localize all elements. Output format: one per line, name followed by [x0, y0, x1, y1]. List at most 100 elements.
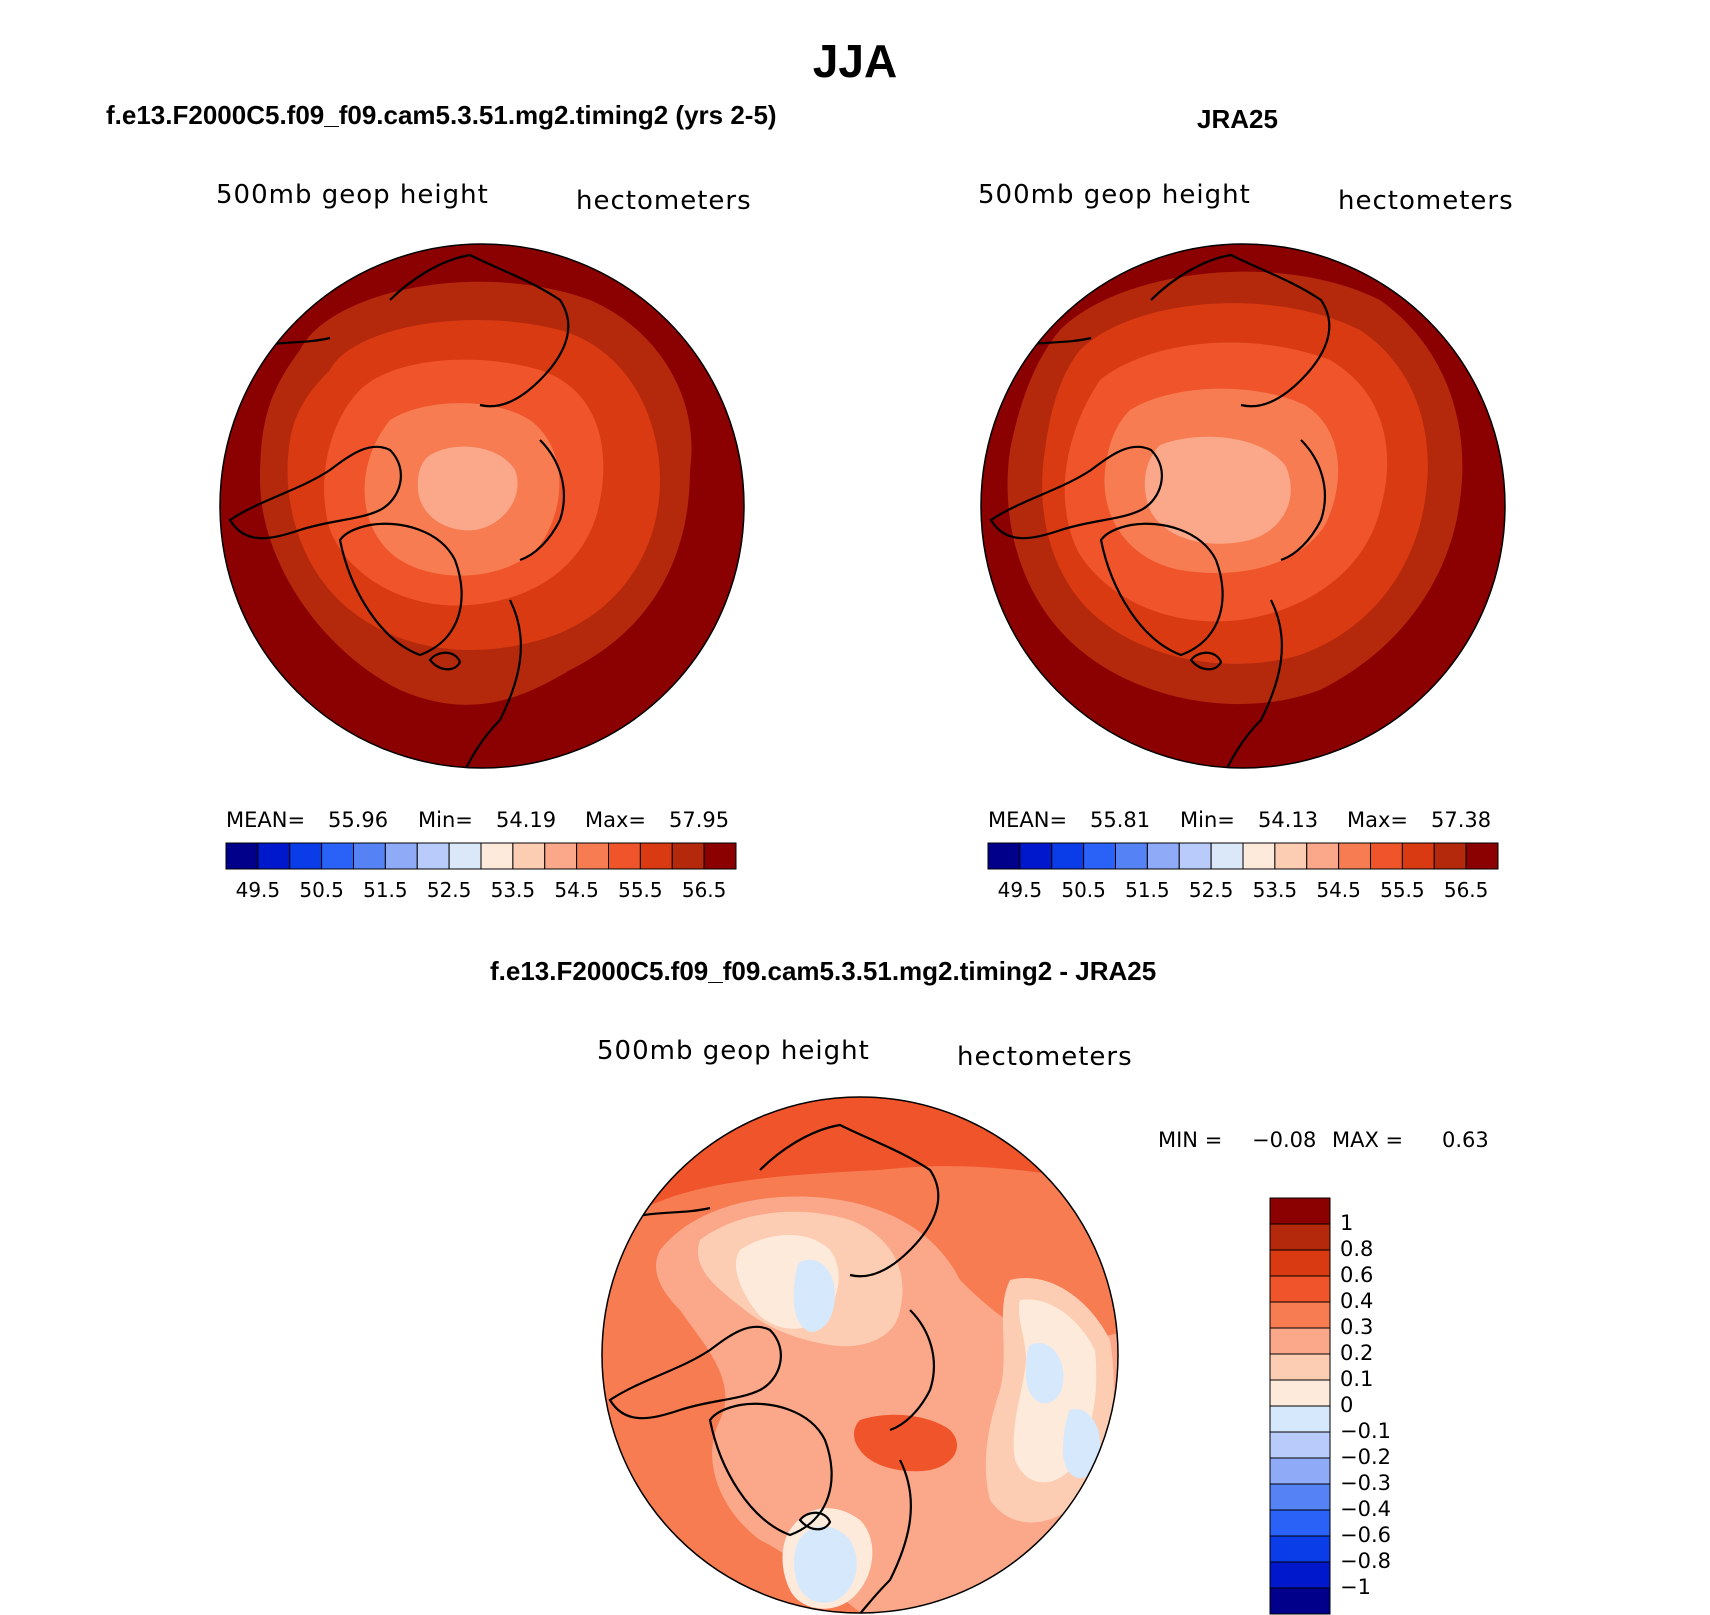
panel3-colorbar-swatch — [1269, 1587, 1331, 1615]
panel3-colorbar-swatch — [1269, 1197, 1331, 1225]
panel2-colorbar-swatch — [1306, 842, 1340, 870]
panel2-min-value: 54.13 — [1258, 808, 1319, 832]
panel2-colorbar — [987, 842, 1499, 870]
panel1-colorbar-swatch — [384, 842, 418, 870]
panel1-colorbar-tick-label: 49.5 — [235, 878, 281, 902]
panel3-colorbar-swatch — [1269, 1353, 1331, 1381]
panel1-colorbar-swatch — [321, 842, 354, 870]
panel2-band — [1144, 436, 1291, 544]
panel3-band — [793, 1259, 835, 1332]
panel1-colorbar — [225, 842, 737, 870]
panel3-colorbar-swatch — [1269, 1509, 1331, 1537]
panel3-colorbar-swatch — [1269, 1379, 1331, 1407]
panel2-variable: 500mb geop height — [978, 180, 1251, 210]
panel2-coastline — [1280, 439, 1326, 562]
panel3-band — [854, 1414, 958, 1472]
panel3-colorbar-tick-label: 0 — [1340, 1393, 1354, 1417]
panel1-colorbar-tick-label: 50.5 — [299, 878, 344, 902]
panel1-colorbar-swatch — [703, 842, 737, 870]
panel3-coastline — [889, 1309, 935, 1432]
panel2-colorbar-swatch — [987, 842, 1021, 870]
panel2-colorbar-ticks: 49.5 50.5 51.5 52.5 53.5 54.5 55.5 56.5 — [988, 878, 1498, 908]
panel3-colorbar-tick-label: −0.3 — [1340, 1471, 1391, 1495]
panel1-band — [417, 446, 518, 531]
panel3-colorbar-swatch — [1269, 1535, 1331, 1563]
panel2-colorbar-swatch — [1115, 842, 1148, 870]
panel3-colorbar — [1269, 1197, 1331, 1615]
panel1-colorbar-swatch — [512, 842, 546, 870]
panel3-colorbar-swatch — [1269, 1327, 1331, 1355]
panel1-colorbar-tick-label: 52.5 — [426, 878, 472, 902]
panel3-band — [1025, 1342, 1064, 1404]
panel2-colorbar-swatch — [1465, 842, 1499, 870]
panel2-min-label: Min= — [1180, 808, 1235, 832]
panel2-mean-value: 55.81 — [1090, 808, 1151, 832]
panel1-coastline — [519, 439, 565, 562]
panel2-colorbar-swatch — [1051, 842, 1085, 870]
panel1-colorbar-swatch — [353, 842, 386, 870]
panel2-coastline — [1099, 522, 1224, 657]
panel2-coastline — [1189, 651, 1223, 671]
panel2-colorbar-swatch — [1401, 842, 1435, 870]
panel2-colorbar-swatch — [1370, 842, 1403, 870]
panel1-max-value: 57.95 — [669, 808, 730, 832]
panel2-colorbar-tick-label: 56.5 — [1443, 878, 1489, 902]
panel1-colorbar-tick-label: 53.5 — [490, 878, 536, 902]
panel1-colorbar-tick-label: 55.5 — [618, 878, 663, 902]
panel3-coastline — [849, 1459, 912, 1613]
panel3-colorbar-swatch — [1269, 1457, 1331, 1485]
panel3-colorbar-tick-label: 1 — [1340, 1211, 1354, 1235]
panel3-colorbar-tick-label: 0.3 — [1340, 1315, 1374, 1339]
panel3-colorbar-tick-label: 0.8 — [1340, 1237, 1374, 1261]
panel3-colorbar-tick-label: −0.1 — [1340, 1419, 1391, 1443]
panel3-variable: 500mb geop height — [597, 1036, 870, 1066]
panel3-band — [1062, 1409, 1101, 1479]
panel3-max-value: 0.63 — [1442, 1128, 1489, 1152]
panel3-colorbar-tick-label: −0.4 — [1340, 1497, 1391, 1521]
panel3-colorbar-tick-label: 0.1 — [1340, 1367, 1374, 1391]
panel2-colorbar-tick-label: 49.5 — [997, 878, 1043, 902]
panel1-colorbar-swatch — [225, 842, 259, 870]
panel2-colorbar-tick-label: 54.5 — [1316, 878, 1361, 902]
panel1-colorbar-swatch — [480, 842, 514, 870]
panel3-units: hectometers — [957, 1042, 1133, 1072]
panel1-colorbar-swatch — [576, 842, 609, 870]
panel3-colorbar-swatch — [1269, 1431, 1331, 1459]
panel1-map-border — [219, 243, 745, 769]
panel2-map-border — [980, 243, 1506, 769]
panel2-mean-label: MEAN= — [988, 808, 1068, 832]
panel1-coastline — [459, 599, 522, 768]
panel2-colorbar-tick-label: 53.5 — [1252, 878, 1298, 902]
panel1-coastline — [428, 651, 462, 671]
panel3-map-border — [601, 1096, 1119, 1614]
panel2-colorbar-swatch — [1178, 842, 1212, 870]
panel1-coastline — [228, 445, 402, 540]
panel2-colorbar-tick-label: 52.5 — [1188, 878, 1234, 902]
panel3-colorbar-tick-label: −0.8 — [1340, 1549, 1391, 1573]
panel1-min-label: Min= — [418, 808, 473, 832]
panel3-title: f.e13.F2000C5.f09_f09.cam5.3.51.mg2.timi… — [490, 956, 1157, 986]
panel2-max-label: Max= — [1347, 808, 1409, 832]
panel2-colorbar-swatch — [1274, 842, 1308, 870]
panel1-title: f.e13.F2000C5.f09_f09.cam5.3.51.mg2.timi… — [106, 100, 777, 130]
panel1-colorbar-swatch — [671, 842, 705, 870]
panel3-min-value: −0.08 — [1252, 1128, 1317, 1152]
panel2-units: hectometers — [1338, 186, 1514, 216]
panel3-max-label: MAX = — [1332, 1128, 1404, 1152]
panel3-colorbar-tick-label: 0.2 — [1340, 1341, 1374, 1365]
panel1-units: hectometers — [576, 186, 752, 216]
panel1-mean-label: MEAN= — [226, 808, 306, 832]
panel1-colorbar-swatch — [608, 842, 641, 870]
panel3-coastline — [798, 1511, 832, 1531]
panel3-min-label: MIN = — [1158, 1128, 1223, 1152]
panel1-min-value: 54.19 — [496, 808, 557, 832]
panel1-colorbar-tick-label: 51.5 — [363, 878, 408, 902]
panel3-coastline — [759, 1123, 940, 1278]
panel2-colorbar-tick-label: 51.5 — [1125, 878, 1170, 902]
panel2-coastline — [989, 445, 1163, 540]
panel3-coastline — [708, 1402, 833, 1537]
panel3-colorbar-swatch — [1269, 1249, 1331, 1277]
panel2-coastline — [1150, 253, 1331, 408]
